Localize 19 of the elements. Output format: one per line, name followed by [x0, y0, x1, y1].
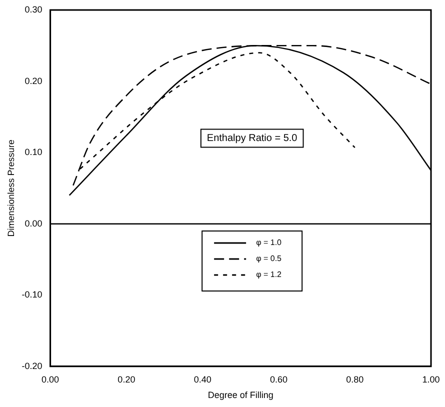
y-tick-label: 0.20: [24, 76, 42, 86]
x-axis-title: Degree of Filling: [208, 390, 274, 400]
annotation: Enthalpy Ratio = 5.0: [206, 133, 298, 144]
x-tick-label: 0.60: [270, 374, 288, 384]
x-tick-label: 0.80: [346, 374, 364, 384]
y-tick-label: 0.30: [24, 4, 42, 14]
y-tick-label: 0.00: [24, 218, 42, 228]
x-tick-label: 1.00: [422, 374, 440, 384]
x-tick-label: 0.40: [194, 374, 212, 384]
y-tick-label: -0.10: [22, 290, 42, 300]
legend-label: φ = 1.0: [256, 238, 282, 248]
y-axis-title: Dimensionless Pressure: [6, 140, 16, 237]
y-tick-label: 0.10: [24, 147, 42, 158]
line-series: [79, 52, 356, 170]
y-tick-label: -0.20: [22, 360, 42, 371]
legend-label: φ = 1.2: [256, 270, 282, 280]
x-tick-label: 0.20: [118, 374, 136, 384]
legend-label: φ = 0.5: [256, 254, 282, 264]
x-tick-label: 0.00: [42, 374, 60, 384]
